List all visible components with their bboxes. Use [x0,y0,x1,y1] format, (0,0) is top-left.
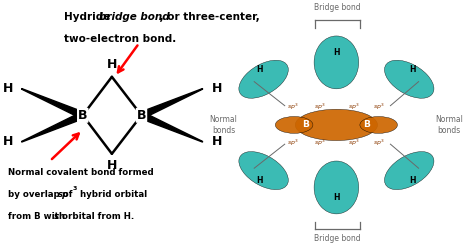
Text: $sp^3$: $sp^3$ [314,102,326,112]
Text: Normal
bonds: Normal bonds [210,115,237,135]
Text: bridge bond: bridge bond [99,12,170,22]
Polygon shape [138,89,203,118]
Text: $sp^3$: $sp^3$ [314,138,326,148]
Text: H: H [2,82,13,95]
Ellipse shape [314,161,359,214]
Text: $sp^3$: $sp^3$ [348,102,360,112]
Ellipse shape [275,117,313,133]
Text: H: H [211,82,222,95]
Text: H: H [410,176,416,185]
Ellipse shape [384,60,434,98]
Text: B: B [364,121,370,129]
Text: $sp^3$: $sp^3$ [373,138,384,148]
Text: two-electron bond.: two-electron bond. [64,34,176,43]
Ellipse shape [360,117,398,133]
Text: H: H [256,65,263,74]
Ellipse shape [295,109,377,141]
Text: H: H [107,159,117,172]
Polygon shape [21,89,86,118]
Polygon shape [21,113,86,142]
Text: hybrid orbital: hybrid orbital [77,190,147,199]
Text: Bridge bond: Bridge bond [314,234,361,243]
Text: Hydride: Hydride [64,12,114,22]
Text: H: H [2,135,13,148]
Text: H: H [211,135,222,148]
Text: $sp^3$: $sp^3$ [287,102,299,112]
Text: H: H [333,193,340,202]
Text: H: H [107,58,117,71]
Text: orbital from H.: orbital from H. [59,211,135,221]
Text: sp: sp [58,190,70,199]
Text: 3: 3 [73,186,77,191]
Text: , or three-center,: , or three-center, [155,12,259,22]
Text: s: s [54,211,59,221]
Ellipse shape [384,152,434,190]
Text: by overlap of: by overlap of [8,190,75,199]
Text: B: B [302,121,310,129]
Polygon shape [138,113,203,142]
Ellipse shape [239,152,288,190]
Text: Normal covalent bond formed: Normal covalent bond formed [8,168,153,177]
Text: B: B [137,109,146,122]
Text: Bridge bond: Bridge bond [314,3,361,12]
Text: H: H [333,48,340,57]
Text: $sp^3$: $sp^3$ [373,102,384,112]
Text: H: H [410,65,416,74]
Text: H: H [256,176,263,185]
Ellipse shape [314,36,359,89]
Text: Normal
bonds: Normal bonds [435,115,463,135]
Text: $sp^3$: $sp^3$ [287,138,299,148]
Text: from B with: from B with [8,211,68,221]
Text: $sp^3$: $sp^3$ [348,138,360,148]
Ellipse shape [239,60,288,98]
Text: B: B [78,109,88,122]
